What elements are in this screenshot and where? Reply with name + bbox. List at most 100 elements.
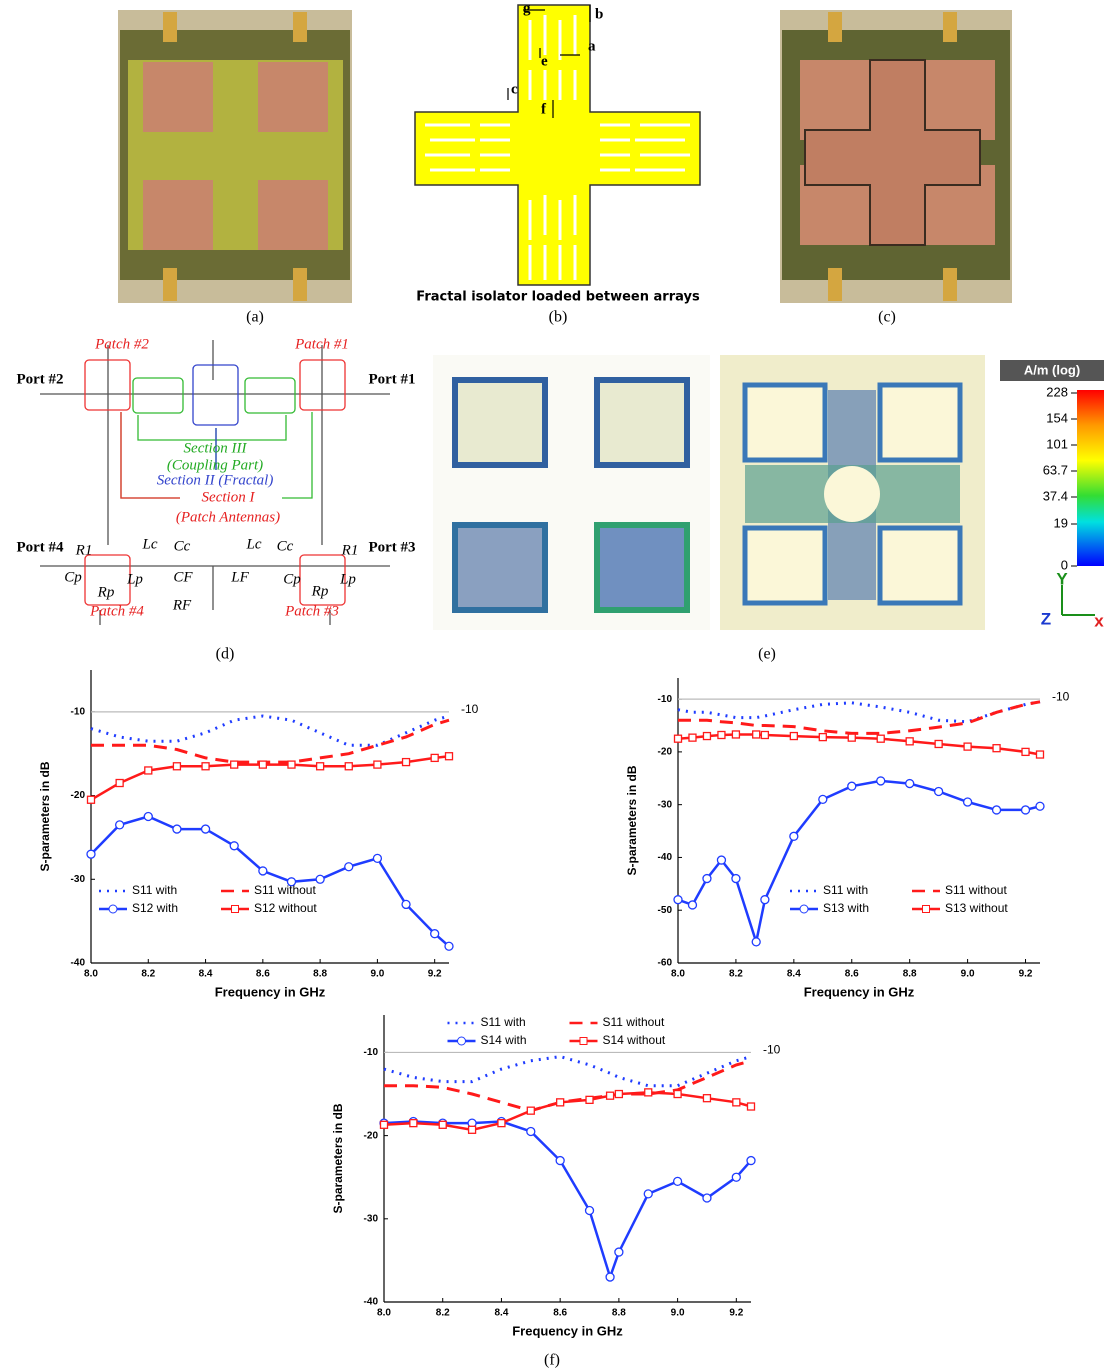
series-line: [384, 1059, 752, 1113]
y-tick-label: -30: [71, 874, 86, 885]
data-point: [315, 762, 325, 771]
panel-label: (a): [246, 309, 264, 326]
legend-marker: [922, 905, 930, 913]
data-point: [444, 941, 454, 951]
circuit-label: Port #3: [368, 539, 415, 555]
data-point: [497, 1118, 506, 1128]
data-point: [687, 900, 698, 910]
data-point: [114, 820, 125, 830]
photo-without-isolator: [118, 10, 352, 303]
x-tick-label: 8.6: [553, 1308, 567, 1319]
data-point: [172, 762, 182, 771]
circuit-label: Lc: [246, 536, 262, 552]
circuit-label: LF: [230, 569, 249, 585]
legend-marker: [579, 1037, 588, 1045]
series-line: [383, 1120, 752, 1281]
data-point: [992, 744, 1001, 753]
x-tick-label: 8.4: [787, 969, 801, 980]
legend-label: S13 without: [945, 901, 1008, 915]
data-point: [143, 811, 153, 822]
circuit-label: (Patch Antennas): [176, 509, 280, 525]
data-point: [230, 760, 239, 769]
data-point: [379, 1120, 389, 1129]
data-point: [401, 899, 411, 910]
data-point: [688, 733, 697, 742]
x-tick-label: 9.2: [1019, 969, 1033, 980]
data-point: [409, 1118, 418, 1128]
data-point: [716, 855, 727, 865]
data-point: [555, 1155, 565, 1166]
x-tick-label: 9.0: [671, 1308, 685, 1319]
circuit-label: (Coupling Part): [167, 457, 263, 473]
legend-label: S11 with: [823, 883, 868, 897]
axis-triad-label: Z: [1041, 609, 1051, 628]
x-tick-label: 8.2: [729, 969, 743, 980]
series-line: [90, 754, 450, 801]
circuit-label: R1: [341, 542, 359, 558]
x-tick-label: 9.0: [370, 969, 384, 980]
circuit-label: Cp: [283, 571, 301, 587]
x-tick-label: 8.0: [377, 1308, 391, 1319]
data-point: [344, 862, 354, 872]
data-point: [1035, 750, 1045, 759]
x-tick-label: 9.0: [961, 969, 975, 980]
x-tick-label: 8.6: [256, 969, 270, 980]
data-point: [731, 873, 741, 884]
data-point: [614, 1247, 624, 1257]
circuit-label: Rp: [97, 584, 115, 600]
panel-label: (c): [878, 309, 896, 326]
data-point: [200, 824, 211, 834]
legend-label: S14 with: [481, 1033, 527, 1047]
data-point: [672, 1176, 683, 1187]
data-point: [372, 853, 383, 864]
circuit-label: Patch #4: [89, 603, 144, 619]
data-point: [430, 929, 440, 939]
y-tick-label: -20: [364, 1130, 379, 1141]
y-tick-label: -20: [71, 790, 86, 801]
data-point: [731, 730, 741, 739]
circuit-label: Lp: [339, 571, 356, 587]
data-point: [751, 937, 761, 947]
dimension-label: e: [541, 53, 548, 69]
circuit-label: Cp: [64, 569, 82, 585]
circuit-label: Section II (Fractal): [157, 472, 274, 488]
data-point: [144, 766, 153, 775]
data-point: [991, 805, 1002, 815]
axis-triad-label: x: [1094, 611, 1104, 630]
y-tick-label: -10: [364, 1047, 379, 1058]
data-point: [789, 831, 799, 841]
data-point: [962, 797, 973, 807]
circuit-label: Port #1: [368, 371, 415, 387]
data-point: [430, 753, 439, 763]
y-tick-label: -40: [658, 852, 673, 863]
dimension-label: g: [523, 0, 531, 16]
series-line: [677, 700, 1041, 724]
y-axis-label: S-parameters in dB: [625, 765, 639, 875]
data-point: [702, 1094, 712, 1103]
circuit-label: Patch #1: [294, 336, 349, 352]
data-point: [115, 778, 124, 788]
x-tick-label: 8.4: [494, 1308, 508, 1319]
photo-with-isolator: [780, 10, 1012, 303]
x-tick-label: 8.8: [903, 969, 917, 980]
data-point: [673, 895, 683, 905]
data-point: [201, 762, 210, 771]
panel-label: (e): [758, 646, 776, 663]
data-point: [1021, 747, 1030, 757]
circuit-label: Patch #2: [94, 336, 149, 352]
circuit-label: RF: [172, 597, 192, 613]
data-point: [702, 731, 712, 741]
data-point: [905, 778, 915, 789]
legend-label: S12 without: [254, 901, 317, 915]
dimension-label: c: [511, 81, 518, 97]
legend-marker: [231, 905, 239, 913]
circuit-label: Rp: [311, 583, 329, 599]
circuit-label: CF: [173, 569, 193, 585]
circuit-label: Cc: [174, 538, 191, 554]
legend-label: S11 without: [945, 883, 1007, 897]
legend-label: S11 with: [132, 883, 177, 897]
panel-label: (d): [216, 646, 235, 663]
data-point: [847, 781, 857, 791]
data-point: [526, 1106, 535, 1115]
circuit-label: Port #4: [16, 539, 64, 555]
